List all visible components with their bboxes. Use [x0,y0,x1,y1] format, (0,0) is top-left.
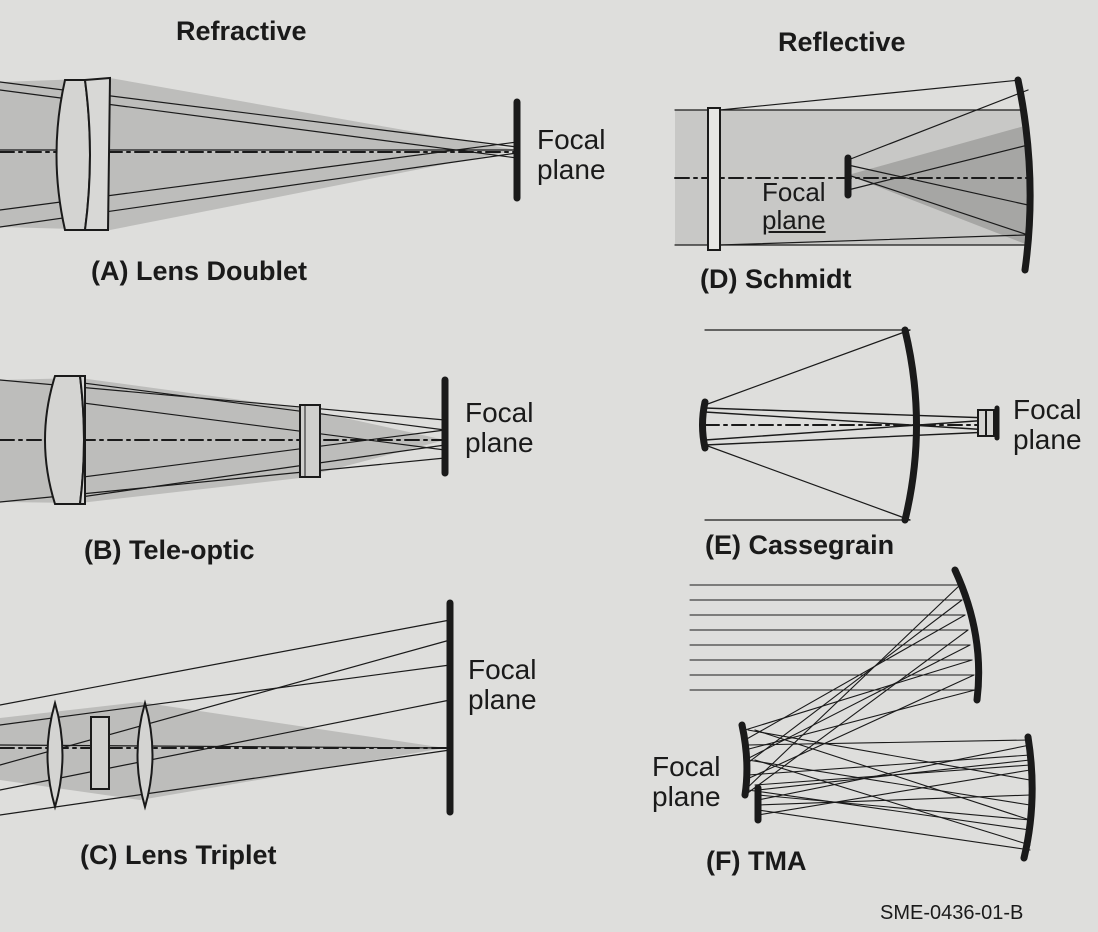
caption-tele-optic: (B) Tele-optic [84,535,255,565]
doublet-beam [0,78,517,230]
focal-label-line1: Focal [1013,394,1082,425]
tele-optic-diagram [0,375,449,505]
doublet-lens-rear [83,76,112,231]
cassegrain-ray [704,407,991,419]
triplet-lens-1 [46,699,64,811]
triplet-ray [0,664,451,726]
cassegrain-ray [704,419,991,441]
tma-diagram [689,566,1036,862]
triplet-ray [0,749,451,816]
tele-ray [59,379,446,431]
triplet-lens-3 [136,699,154,811]
schmidt-ray [847,164,1029,206]
focal-plane-label-d: Focal plane [762,178,826,234]
focal-plane-label-e: Focal plane [1013,395,1082,455]
tma-secondary-mirror [738,721,751,799]
tma-tertiary-to-focal [757,744,1031,851]
triplet-lens-2 [90,716,110,790]
focal-label-line1: Focal [652,751,721,782]
focal-label-line1: Focal [468,654,537,685]
schmidt-ray [719,79,1021,111]
cassegrain-ray [704,431,991,446]
schmidt-corrector-plate [707,107,721,251]
triplet-ray [0,699,451,791]
refractive-header: Refractive [176,16,307,46]
triplet-beam [0,702,445,800]
tele-lens-rear [78,375,86,505]
doublet-lens-front [55,79,91,231]
triplet-ray [0,639,451,766]
focal-label-line1: Focal [537,124,606,155]
tma-primary-to-secondary [744,584,976,796]
tele-negative-lens [299,404,321,478]
focal-label-line2: plane [762,205,826,235]
tele-lens-front [44,375,85,505]
schmidt-primary-mirror [1014,76,1034,274]
tele-ray [59,429,446,481]
reflective-header: Reflective [778,27,906,57]
schmidt-ray [719,234,1026,246]
tma-input-rays [689,584,976,691]
focal-label-line2: plane [652,781,721,812]
cassegrain-secondary-mirror [699,398,709,452]
lens-doublet-diagram [0,76,521,231]
cassegrain-diagram [699,326,1000,524]
figure-id: SME-0436-01-B [880,902,1024,924]
focal-label-line2: plane [468,684,537,715]
cassegrain-ray [704,329,911,406]
focal-plane-label-a: Focal plane [537,125,606,185]
schmidt-ray [847,144,1029,191]
cassegrain-ray [704,411,991,431]
cassegrain-primary-mirror [901,326,920,524]
tele-ray [59,399,446,451]
focal-label-line1: Focal [465,397,534,428]
tma-tertiary-mirror [1020,733,1036,862]
caption-tma: (F) TMA [706,846,807,876]
triplet-ray [0,619,451,706]
tele-ray [59,444,446,501]
tma-primary-mirror [951,566,983,704]
caption-schmidt: (D) Schmidt [700,264,852,294]
schmidt-ray [847,174,1029,236]
focal-label-line2: plane [465,427,534,458]
focal-plane-label-f: Focal plane [652,752,721,812]
cassegrain-ray [704,444,911,521]
caption-cassegrain: (E) Cassegrain [705,530,895,560]
focal-label-line2: plane [1013,424,1082,455]
focal-label-line1: Focal [762,177,826,207]
schmidt-ray [847,89,1029,161]
focal-plane-label-b: Focal plane [465,398,534,458]
caption-lens-doublet: (A) Lens Doublet [91,256,307,286]
focal-plane-label-c: Focal plane [468,655,537,715]
schmidt-diagram [674,76,1034,274]
lens-triplet-diagram [0,599,454,816]
caption-lens-triplet: (C) Lens Triplet [80,840,277,870]
focal-label-line2: plane [537,154,606,185]
triplet-ray [0,744,451,749]
